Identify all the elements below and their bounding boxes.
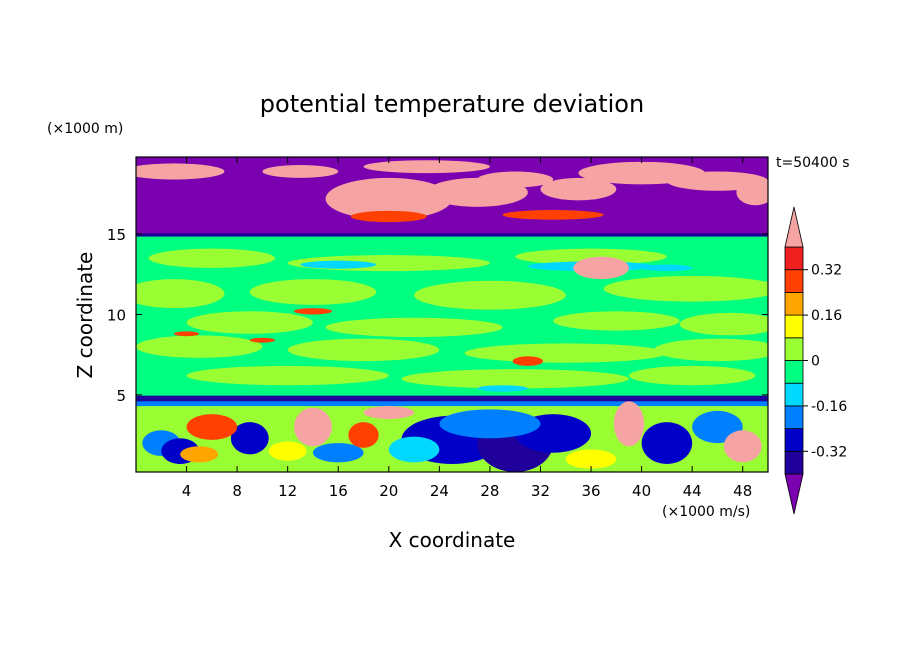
colorbar: 0.32 0.16 0 -0.16 -0.32 xyxy=(784,206,847,515)
layer-tropopause-line xyxy=(136,233,768,237)
eddy-warm-0 xyxy=(186,414,238,440)
x-tick-label: 40 xyxy=(632,482,651,500)
eddy-warm-4 xyxy=(565,449,617,469)
streak-light-green-17 xyxy=(628,365,756,386)
blob-red-2 xyxy=(249,337,276,343)
eddy-warm-5 xyxy=(613,401,645,447)
colorbar-swatch xyxy=(784,382,804,407)
y-tick-label: 15 xyxy=(107,226,126,244)
eddy-warm-3 xyxy=(268,441,307,461)
layer-inversion-fringe xyxy=(136,401,768,407)
streak-cyan-3 xyxy=(477,385,528,392)
colorbar-label: -0.16 xyxy=(811,399,847,415)
colorbar-arrow-bottom xyxy=(784,473,804,515)
streak-light-green-2 xyxy=(515,248,667,265)
colorbar-label: 0.32 xyxy=(811,263,842,279)
y-axis: 5 10 15 xyxy=(107,226,768,405)
eddy-blue-9 xyxy=(312,443,364,463)
streak-light-green-8 xyxy=(325,317,503,337)
colorbar-swatch xyxy=(784,360,804,384)
eddy-warm-6 xyxy=(180,446,219,463)
streak-light-green-5 xyxy=(414,280,566,310)
colorbar-swatch xyxy=(784,246,804,271)
colorbar-swatch xyxy=(784,405,804,429)
colorbar-arrow-top xyxy=(784,206,804,248)
streak-cyan-0 xyxy=(300,260,377,269)
patch-pink-3 xyxy=(325,177,452,220)
colorbar-swatch xyxy=(784,337,804,361)
chart-title: potential temperature deviation xyxy=(260,90,644,118)
x-tick-label: 8 xyxy=(232,482,242,500)
streak-light-green-12 xyxy=(287,338,440,362)
colorbar-swatch xyxy=(784,450,804,475)
eddy-blue-8 xyxy=(230,422,269,455)
patch-red-0 xyxy=(350,210,427,223)
colorbar-label: 0 xyxy=(811,354,820,370)
patch-pink-9 xyxy=(477,171,554,188)
x-axis-label: X coordinate xyxy=(389,528,516,552)
streak-light-green-10 xyxy=(679,312,768,336)
x-axis: 4 8 12 16 20 24 28 32 36 40 44 48 xyxy=(182,157,752,500)
streak-light-green-9 xyxy=(553,311,680,331)
x-tick-label: 24 xyxy=(430,482,449,500)
blob-red-3 xyxy=(512,356,544,366)
eddy-warm-7 xyxy=(363,406,415,419)
eddy-warm-8 xyxy=(723,430,762,463)
patch-pink-mid xyxy=(573,256,629,280)
y-unit-label: (×1000 m) xyxy=(47,121,123,137)
x-tick-label: 20 xyxy=(379,482,398,500)
time-label: t=50400 s xyxy=(776,155,850,171)
layer-inversion-line xyxy=(136,395,768,403)
streak-light-green-15 xyxy=(186,365,389,386)
eddy-blue-3 xyxy=(439,409,541,439)
streak-light-green-7 xyxy=(186,311,313,334)
x-tick-label: 16 xyxy=(329,482,348,500)
x-tick-label: 44 xyxy=(683,482,702,500)
colorbar-swatch xyxy=(784,428,804,452)
contour-plot xyxy=(136,157,768,472)
streak-light-green-11 xyxy=(136,335,263,358)
streak-light-green-16 xyxy=(401,369,629,389)
x-tick-label: 48 xyxy=(733,482,752,500)
patch-pink-0 xyxy=(136,163,225,180)
streak-cyan-2 xyxy=(641,264,693,272)
x-tick-label: 36 xyxy=(581,482,600,500)
x-tick-label: 4 xyxy=(182,482,192,500)
streak-light-green-6 xyxy=(603,275,768,302)
streak-light-green-14 xyxy=(654,338,768,362)
patch-pink-2 xyxy=(363,160,490,174)
colorbar-label: 0.16 xyxy=(811,308,842,324)
blob-red-0 xyxy=(294,308,332,315)
x-tick-label: 28 xyxy=(480,482,499,500)
blob-red-1 xyxy=(173,331,200,337)
eddy-blue-4 xyxy=(641,422,693,464)
eddy-blue-10 xyxy=(388,436,440,463)
eddy-warm-2 xyxy=(348,422,379,448)
y-axis-label: Z coordinate xyxy=(73,252,97,379)
colorbar-swatch xyxy=(784,269,804,293)
streak-light-green-4 xyxy=(249,279,377,305)
colorbar-swatch xyxy=(784,291,804,316)
streak-light-green-13 xyxy=(464,343,667,363)
x-tick-label: 32 xyxy=(531,482,550,500)
x-unit-label: (×1000 m/s) xyxy=(662,504,750,520)
streak-light-green-0 xyxy=(148,248,276,268)
x-tick-label: 12 xyxy=(278,482,297,500)
patch-pink-8 xyxy=(736,179,768,206)
patch-pink-1 xyxy=(262,165,339,178)
patch-red-1 xyxy=(502,210,604,220)
colorbar-label: -0.32 xyxy=(811,444,847,460)
eddy-warm-1 xyxy=(294,407,332,447)
streak-light-green-3 xyxy=(136,279,225,309)
y-tick-label: 10 xyxy=(107,307,126,325)
colorbar-swatch xyxy=(784,314,804,339)
patch-pink-5 xyxy=(540,177,617,201)
y-tick-label: 5 xyxy=(116,387,126,405)
